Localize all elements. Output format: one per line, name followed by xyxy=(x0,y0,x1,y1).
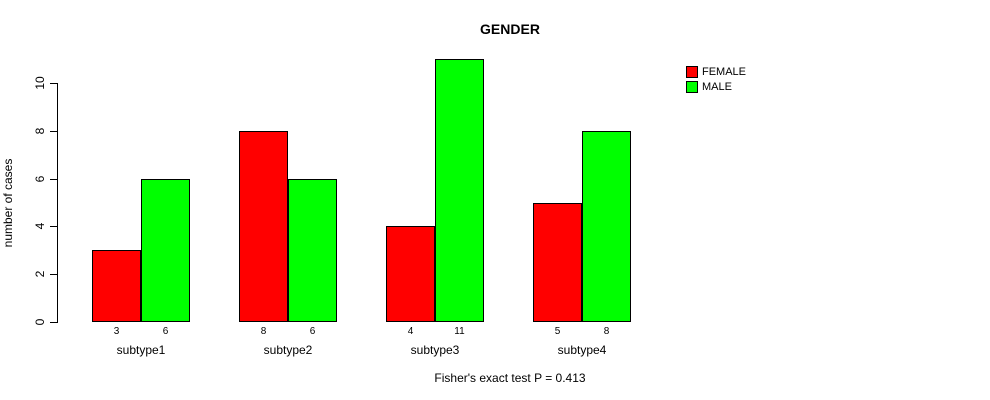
legend-swatch-male xyxy=(686,80,698,93)
bar-count-label: 6 xyxy=(309,326,316,337)
bar-count-label: 6 xyxy=(162,326,169,337)
y-axis-tick-label: 2 xyxy=(33,270,47,278)
bar-count-label: 4 xyxy=(407,326,414,337)
y-axis-tick xyxy=(50,226,57,228)
y-axis-tick xyxy=(50,83,57,84)
legend-entry-male: MALE xyxy=(686,79,746,94)
bar-male-subtype1 xyxy=(141,178,190,322)
legend-entry-female: FEMALE xyxy=(686,64,746,79)
footer-annotation: Fisher's exact test P = 0.413 xyxy=(434,371,586,385)
y-axis-tick xyxy=(50,130,57,132)
bar-female-subtype1 xyxy=(92,250,141,322)
y-axis-tick-label: 4 xyxy=(33,223,47,230)
bar-female-subtype2 xyxy=(239,130,288,322)
y-axis-line xyxy=(57,83,58,323)
y-axis-tick xyxy=(50,274,57,276)
bar-count-label: 5 xyxy=(554,326,561,337)
legend-label: MALE xyxy=(702,80,732,93)
bar-male-subtype2 xyxy=(288,178,337,322)
y-axis-tick-label: 6 xyxy=(33,175,47,182)
y-axis-label: number of cases xyxy=(1,158,15,248)
legend: FEMALE MALE xyxy=(686,64,746,94)
bar-count-label: 11 xyxy=(454,326,465,337)
x-axis-category-label: subtype2 xyxy=(263,343,313,357)
x-axis-category-label: subtype4 xyxy=(557,343,607,357)
bar-count-label: 8 xyxy=(603,326,610,337)
bar-male-subtype3 xyxy=(435,59,484,322)
bar-female-subtype4 xyxy=(533,202,582,322)
x-axis-category-label: subtype3 xyxy=(410,343,460,357)
x-axis-category-label: subtype1 xyxy=(116,343,166,357)
y-axis-tick xyxy=(50,178,57,180)
y-axis-tick-label: 0 xyxy=(33,318,47,326)
legend-label: FEMALE xyxy=(702,65,747,78)
bar-count-label: 3 xyxy=(113,326,120,337)
legend-swatch-female xyxy=(686,65,698,78)
y-axis-tick-label: 10 xyxy=(33,76,47,90)
bar-count-label: 8 xyxy=(260,326,267,337)
chart-title: GENDER xyxy=(480,21,540,37)
y-axis-tick xyxy=(50,322,57,323)
bar-female-subtype3 xyxy=(386,226,435,322)
y-axis-tick-label: 8 xyxy=(33,127,47,135)
bar-male-subtype4 xyxy=(582,130,631,322)
